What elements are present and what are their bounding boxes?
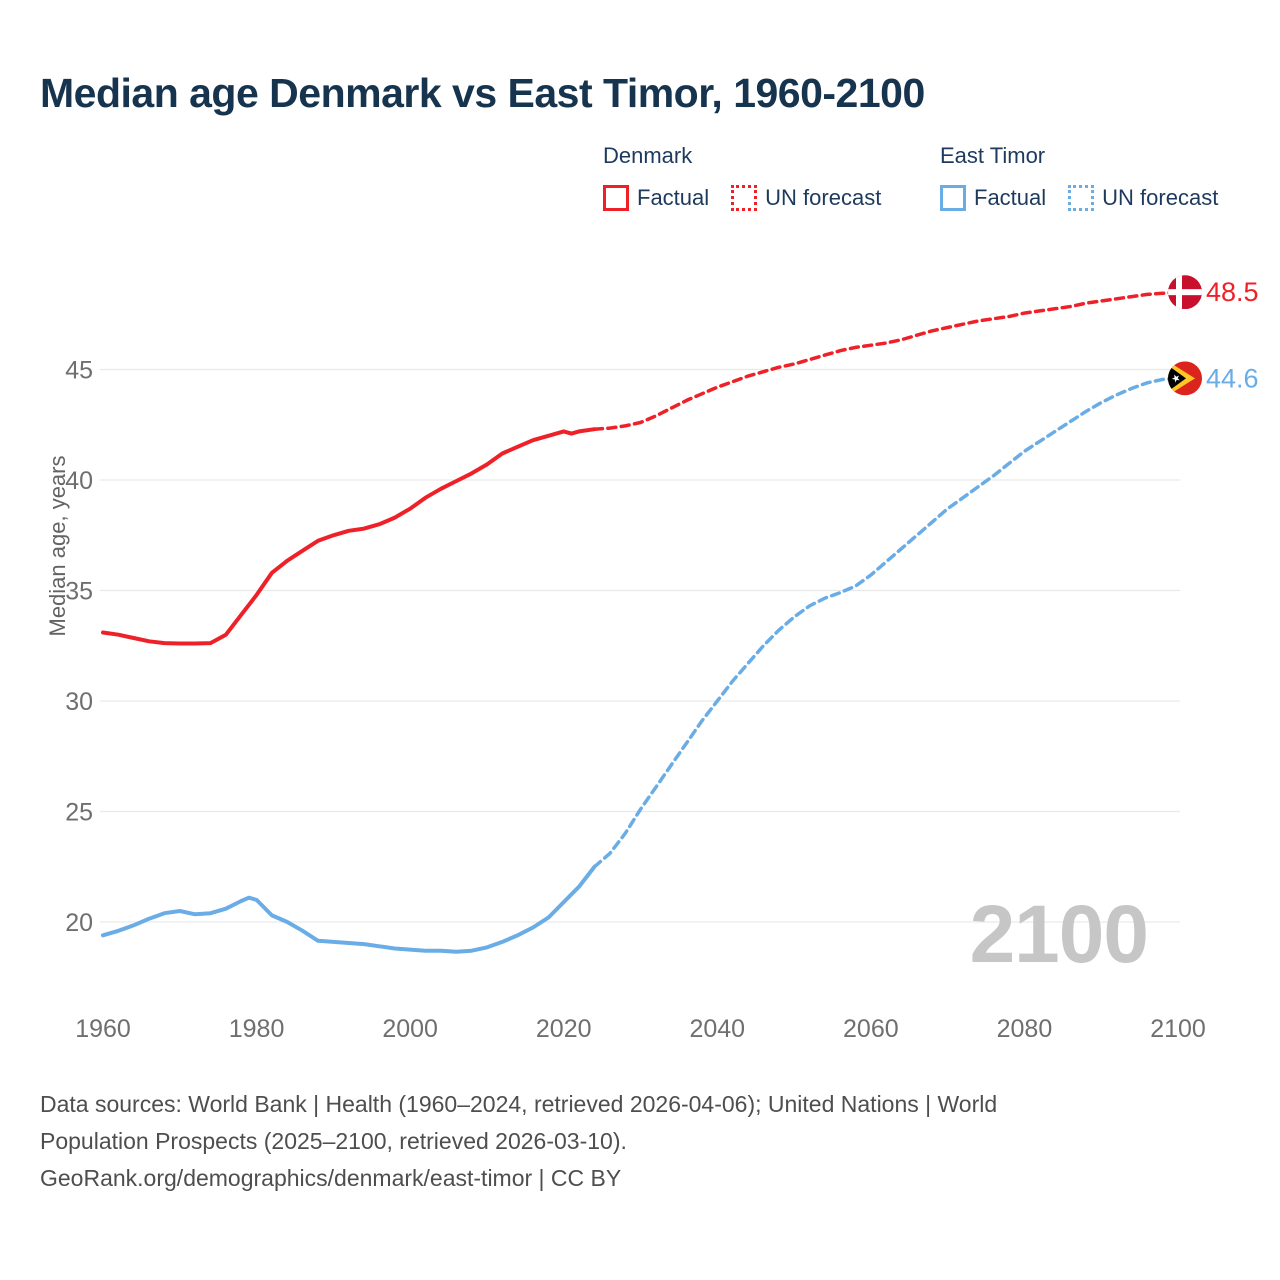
denmark-flag-icon [1168,275,1202,310]
legend-item-denmark-factual: Factual [603,185,709,211]
x-tick-label-2060: 2060 [843,1015,899,1043]
y-tick-label-30: 30 [65,688,93,716]
series-end-labels: 48.5 44.6 [1168,275,1259,396]
end-value-label-denmark: 48.5 [1206,277,1259,307]
legend-item-denmark-forecast: UN forecast [731,185,881,211]
denmark-factual-swatch-icon [603,185,629,211]
y-tick-label-35: 35 [65,578,93,606]
series-line-east-timor-factual [101,864,597,954]
axis-tick-labels: 20 25 30 35 40 45 1960 1980 2000 2020 2040 2060 2080… [65,357,1206,1044]
legend-header-east-timor: East Timor [940,143,1046,168]
legend-row: Factual UN forecast [603,185,881,211]
median-age-line-chart: 20 25 30 35 40 45 1960 1980 2000 2020 2040 2060 2080… [65,275,1259,1044]
series-line-denmark-factual [101,427,597,646]
legend-label: Factual [974,185,1047,210]
legend-item-east-timor-forecast: UN forecast [1068,185,1218,211]
y-tick-label-40: 40 [65,467,93,495]
legend-header-denmark: Denmark [603,143,693,168]
x-tick-label-2040: 2040 [689,1015,745,1043]
series-line-denmark-un-forecast [592,290,1180,431]
page-title: Median age Denmark vs East Timor, 1960-2… [40,70,925,116]
footer-data-sources-line1: Data sources: World Bank | Health (1960–… [40,1091,998,1117]
legend-label: Factual [637,185,710,210]
legend-label: UN forecast [1102,185,1219,210]
legend-row: Factual UN forecast [940,185,1218,211]
east-timor-flag-icon [1168,361,1202,396]
legend-item-east-timor-factual: Factual [940,185,1046,211]
legend-group-east-timor: East Timor Factual UN forecast [940,143,1218,211]
footer-attribution-link: GeoRank.org/demographics/denmark/east-ti… [40,1165,622,1191]
x-tick-label-2000: 2000 [382,1015,438,1043]
footer: Data sources: World Bank | Health (1960–… [40,1086,1240,1197]
x-tick-label-2020: 2020 [536,1015,592,1043]
data-series [101,290,1180,954]
legend-label: UN forecast [765,185,882,210]
x-tick-label-1960: 1960 [75,1015,131,1043]
y-tick-label-45: 45 [65,357,93,385]
denmark-forecast-swatch-icon [731,185,758,211]
x-tick-label-2100: 2100 [1150,1015,1206,1043]
y-tick-label-20: 20 [65,909,93,937]
x-tick-label-2080: 2080 [997,1015,1053,1043]
y-tick-label-25: 25 [65,799,93,827]
east-timor-forecast-swatch-icon [1068,185,1095,211]
end-value-label-east-timor: 44.6 [1206,363,1259,393]
east-timor-factual-swatch-icon [940,185,966,211]
legend-group-denmark: Denmark Factual UN forecast [603,143,881,211]
series-line-east-timor-un-forecast [592,376,1180,869]
x-tick-label-1980: 1980 [229,1015,285,1043]
gridlines [100,368,1180,923]
footer-data-sources-line2: Population Prospects (2025–2100, retriev… [40,1128,627,1154]
